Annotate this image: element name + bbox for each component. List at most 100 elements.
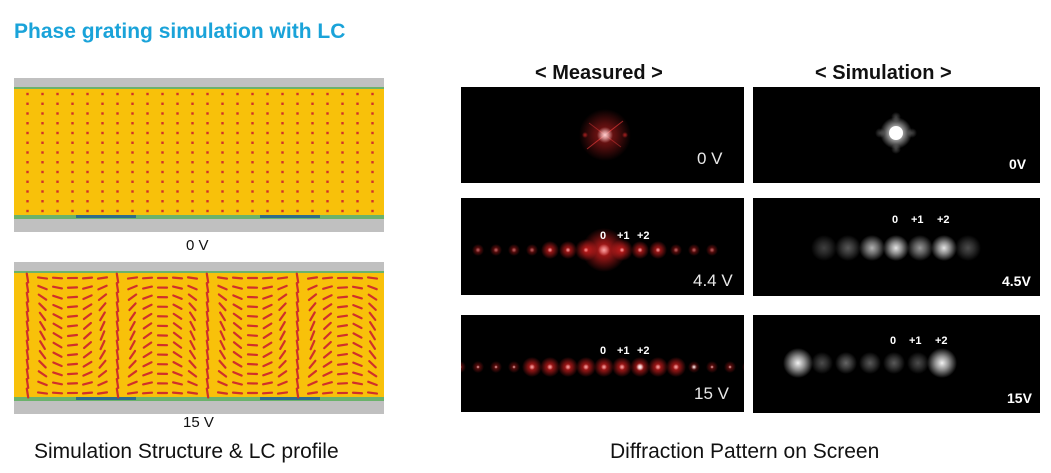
lc-molecule xyxy=(369,330,376,341)
lc-molecule xyxy=(128,349,137,360)
lc-molecule xyxy=(41,112,44,115)
lc-molecule xyxy=(66,295,79,299)
lc-molecule xyxy=(56,112,59,115)
lc-molecule xyxy=(131,102,134,105)
diffraction-spot xyxy=(673,247,679,253)
lc-molecule xyxy=(52,371,63,377)
lc-molecule xyxy=(295,301,300,313)
lc-molecule xyxy=(262,341,273,349)
lc-molecule xyxy=(101,102,104,105)
lc-molecule xyxy=(86,190,89,193)
lc-molecule xyxy=(26,190,29,193)
lc-molecule xyxy=(251,200,254,203)
lc-molecule xyxy=(356,209,359,213)
lc-molecule xyxy=(142,351,153,359)
diffraction-spot xyxy=(493,247,499,253)
lc-molecule xyxy=(262,331,273,340)
lc-molecule xyxy=(52,294,63,300)
lc-molecule xyxy=(191,112,194,115)
diffraction-spot xyxy=(742,362,744,372)
lc-molecule xyxy=(142,361,153,368)
diffraction-spot xyxy=(565,364,571,370)
lc-molecule xyxy=(366,276,379,280)
lc-molecule xyxy=(367,370,378,378)
top-alignment-layer xyxy=(14,271,384,273)
lc-molecule xyxy=(221,102,224,105)
lc-molecule xyxy=(262,361,273,368)
lc-molecule xyxy=(296,209,299,213)
lc-molecule xyxy=(336,295,349,299)
lc-molecule xyxy=(217,284,228,291)
lc-molecule xyxy=(309,349,316,360)
page-title: Phase grating simulation with LC xyxy=(14,20,346,43)
lc-molecule xyxy=(232,341,243,349)
lc-molecule xyxy=(205,301,210,313)
lc-molecule xyxy=(341,131,344,135)
lc-molecule xyxy=(56,131,59,135)
lc-molecule xyxy=(52,303,63,310)
lc-molecule xyxy=(232,285,243,290)
lc-molecule xyxy=(307,284,318,291)
diffraction-spot xyxy=(512,365,516,369)
lc-molecule xyxy=(236,190,239,193)
lc-molecule xyxy=(116,170,119,174)
lc-molecule xyxy=(187,370,198,378)
lc-molecule xyxy=(26,151,29,154)
lc-molecule xyxy=(41,180,44,183)
diffraction-spot xyxy=(811,352,833,374)
lc-molecule xyxy=(97,284,108,291)
lc-molecule xyxy=(146,151,149,154)
lc-molecule xyxy=(83,331,92,340)
lc-molecule xyxy=(176,141,179,144)
lc-molecule xyxy=(116,122,119,125)
lc-molecule xyxy=(115,349,120,361)
lc-molecule xyxy=(356,170,359,174)
lc-molecule xyxy=(82,360,93,368)
lc-molecule xyxy=(336,333,349,338)
lc-molecule xyxy=(246,353,259,357)
lc-molecule xyxy=(336,324,349,328)
lc-molecule xyxy=(97,293,108,302)
simulation-voltage-4-5v: 4.5V xyxy=(1002,273,1031,289)
lc-molecule xyxy=(281,190,284,193)
lc-molecule xyxy=(217,293,228,301)
diffraction-spot xyxy=(673,364,679,370)
lc-profile-0v-graphic xyxy=(14,78,384,232)
lc-molecule xyxy=(25,301,30,313)
measured-pattern-0v xyxy=(579,109,631,161)
lc-molecule xyxy=(39,320,46,331)
simulation-voltage-15v: 15V xyxy=(1007,390,1032,406)
lc-molecule xyxy=(115,339,120,351)
lc-molecule xyxy=(221,131,224,135)
lc-molecule xyxy=(217,380,228,387)
lc-molecule xyxy=(129,340,136,351)
lc-molecule xyxy=(219,349,226,360)
lc-molecule xyxy=(307,293,318,302)
lc-molecule xyxy=(311,112,314,115)
lc-molecule xyxy=(127,293,138,301)
lc-molecule xyxy=(142,312,153,320)
lc-molecule xyxy=(236,161,239,164)
lc-molecule xyxy=(127,380,138,387)
diffraction-spot xyxy=(636,363,644,371)
lc-molecule xyxy=(281,200,284,203)
lc-molecule xyxy=(99,330,106,341)
lc-molecule xyxy=(205,320,210,332)
lc-molecule xyxy=(71,131,74,135)
lc-molecule xyxy=(66,305,79,309)
diffraction-spot xyxy=(565,247,571,253)
lc-molecule xyxy=(86,151,89,154)
order-label-0: 0 xyxy=(600,230,607,242)
lc-molecule xyxy=(309,311,316,322)
lc-molecule xyxy=(116,102,119,105)
lc-molecule xyxy=(277,284,288,291)
lc-molecule xyxy=(266,170,269,174)
lc-molecule xyxy=(82,303,93,311)
lc-molecule xyxy=(311,161,314,164)
lc-molecule xyxy=(161,180,164,183)
lc-molecule xyxy=(341,190,344,193)
lc-molecule xyxy=(221,141,224,144)
lc-molecule xyxy=(146,131,149,135)
bottom-substrate xyxy=(14,401,384,414)
lc-molecule xyxy=(51,381,64,386)
